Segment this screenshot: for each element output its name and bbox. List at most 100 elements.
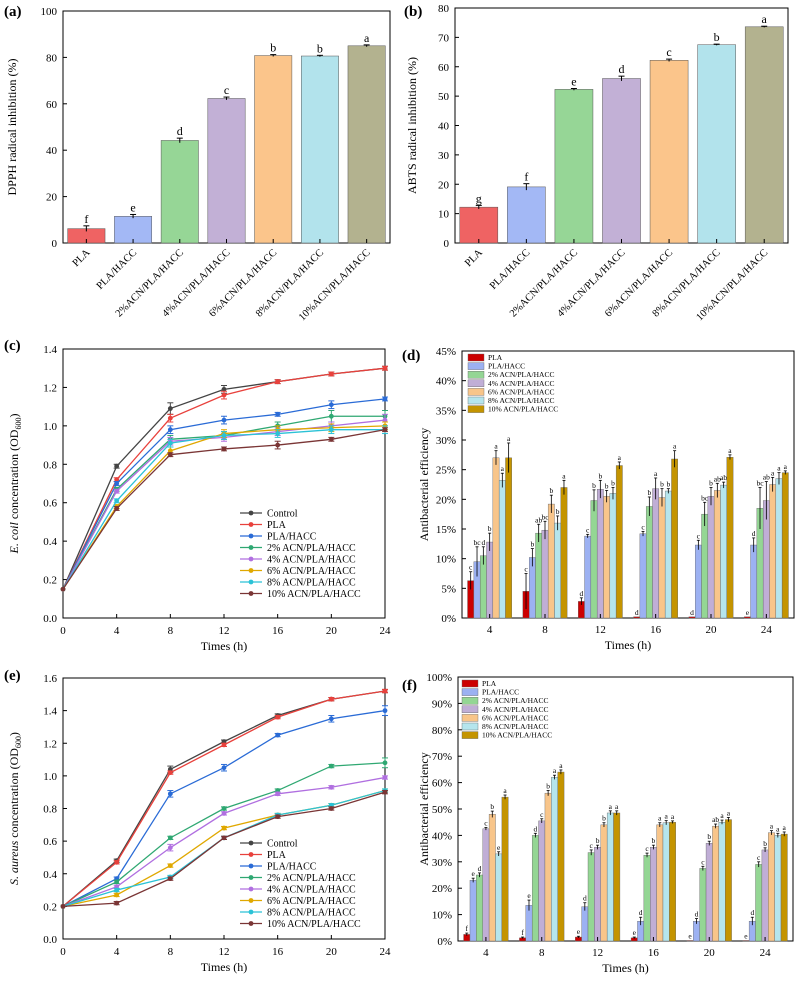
panel-b: (b) 0 10 20 30 40 50 60 70 80 g PLA f PLA/HACC e 2%ACN/… [400, 0, 807, 330]
bar [693, 921, 700, 942]
significance-label: a [494, 442, 498, 451]
data-point [221, 417, 227, 423]
significance-label: b [530, 540, 534, 549]
bar [501, 796, 509, 942]
y-tick-label: 20% [432, 883, 452, 895]
bar [664, 490, 672, 619]
data-point [114, 481, 120, 486]
data-point [167, 448, 173, 454]
legend-label: 10% ACN/PLA/HACC [267, 589, 361, 600]
bar [712, 825, 720, 942]
significance-label: a [783, 823, 787, 832]
y-tick-label: 5% [441, 583, 456, 595]
legend-swatch [467, 379, 485, 387]
significance-label: a [777, 464, 781, 473]
bar [590, 500, 598, 619]
data-point [221, 433, 227, 438]
x-tick-label: PLA [463, 247, 485, 269]
y-tick-label: 70% [432, 751, 452, 763]
bar [649, 60, 689, 244]
significance-label: bc [541, 512, 549, 521]
y-axis-title-close: ) [7, 414, 21, 418]
bar [615, 465, 623, 619]
bar [554, 522, 562, 619]
bar [482, 828, 490, 942]
legend-label: 2% ACN/PLA/HACC [267, 543, 356, 554]
x-tick-label: PLA/HACC [95, 247, 140, 292]
significance-label: c [590, 841, 594, 850]
data-point [60, 586, 66, 592]
significance-label: d [635, 608, 639, 617]
y-tick-label: 0.0 [43, 613, 57, 625]
y-tick-label: 1.2 [43, 738, 57, 750]
y-axis-title-text: concentration (OD [7, 429, 21, 522]
y-tick-label: 60% [432, 778, 452, 790]
x-tick-label: 4 [483, 947, 489, 959]
bar [671, 458, 679, 619]
bar [725, 819, 732, 942]
bar [544, 792, 552, 942]
legend-marker [248, 556, 254, 562]
data-point [382, 760, 388, 766]
x-tick-label: 0 [60, 946, 66, 958]
significance-label: bc [473, 538, 481, 547]
legend-swatch [461, 714, 479, 722]
y-tick-label: 0.2 [43, 575, 57, 587]
significance-label: ab [535, 515, 542, 524]
bar [658, 497, 666, 619]
x-tick-label: 20 [704, 947, 716, 959]
x-tick-label: 16 [648, 947, 660, 959]
y-tick-label: 0.8 [43, 459, 57, 471]
legend-label: 4% ACN/PLA/HACC [267, 555, 356, 566]
data-point [328, 716, 334, 722]
significance-label: e [633, 928, 637, 937]
significance-label: e [746, 608, 750, 617]
significance-label: b [763, 839, 767, 848]
bar [705, 843, 713, 942]
significance-label: b [714, 30, 720, 44]
bar [775, 478, 783, 619]
data-point [382, 427, 388, 433]
bar [160, 140, 199, 244]
significance-label: f [524, 170, 528, 184]
x-tick-label: 12 [592, 947, 603, 959]
data-point [114, 900, 120, 906]
legend-label: 4% ACN/PLA/HACC [488, 379, 554, 388]
y-tick-label: 20% [436, 494, 456, 506]
bar [505, 457, 512, 619]
significance-label: f [466, 924, 469, 933]
y-tick-label: 40% [432, 830, 452, 842]
y-axis-title: S. aureus concentration (OD600) [7, 732, 23, 885]
panel-label: (b) [404, 4, 422, 20]
data-point [167, 863, 173, 868]
y-tick-label: 1.2 [43, 382, 57, 394]
bar [547, 503, 555, 619]
bar [686, 940, 694, 942]
legend-label: PLA/HACC [267, 862, 317, 873]
significance-label: b [605, 481, 609, 490]
x-tick-label: 8 [539, 947, 545, 959]
x-tick-label: PLA/HACC [488, 247, 533, 292]
data-point [167, 427, 173, 433]
x-tick-label: PLA [71, 247, 93, 269]
legend-swatch [467, 388, 485, 396]
significance-label: d [639, 908, 643, 917]
y-tick-label: 0.8 [43, 804, 57, 816]
x-tick-label: 16 [650, 624, 662, 636]
significance-label: b [546, 782, 550, 791]
bar [300, 55, 339, 244]
legend-swatch [467, 353, 485, 362]
x-tick-label: 4 [114, 946, 120, 958]
bar [554, 89, 594, 244]
significance-label: b [270, 41, 276, 55]
data-point [275, 431, 281, 436]
data-point [382, 708, 388, 714]
legend-marker [248, 909, 254, 915]
significance-label: d [583, 894, 587, 903]
significance-label: a [720, 811, 724, 820]
significance-label: a [673, 442, 677, 451]
panel-e: (e) 0.0 0.2 0.4 0.6 0.8 1.0 1.2 1.4 1.6 0 4 8 12 16 20 2… [0, 660, 400, 988]
legend-label: 10% ACN/PLA/HACC [488, 405, 558, 414]
significance-label: b [592, 481, 596, 490]
significance-label: c [757, 853, 761, 862]
